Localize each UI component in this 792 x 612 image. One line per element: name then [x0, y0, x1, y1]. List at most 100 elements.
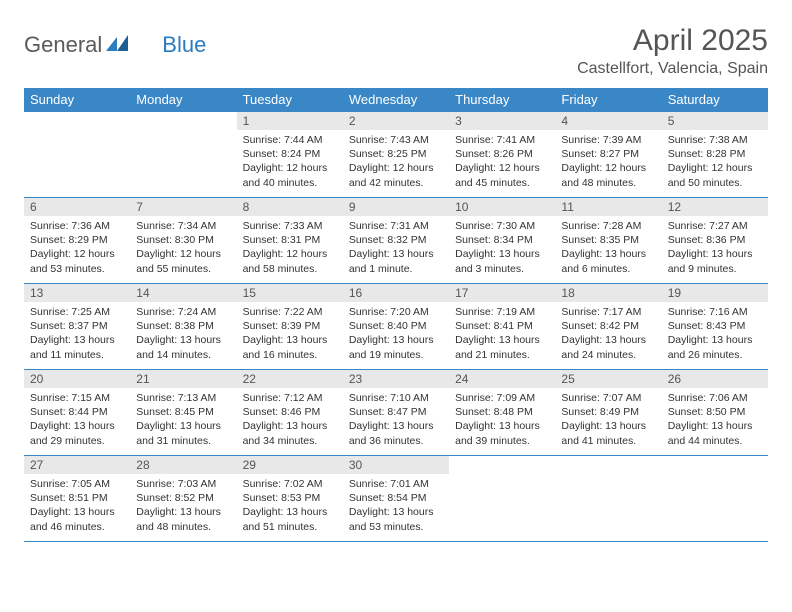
- day-cell: 14Sunrise: 7:24 AMSunset: 8:38 PMDayligh…: [130, 284, 236, 370]
- day-line: Sunset: 8:37 PM: [30, 319, 124, 333]
- day-cell: 11Sunrise: 7:28 AMSunset: 8:35 PMDayligh…: [555, 198, 661, 284]
- day-number: 13: [24, 284, 130, 302]
- day-details: Sunrise: 7:28 AMSunset: 8:35 PMDaylight:…: [555, 216, 661, 280]
- day-line: Sunset: 8:25 PM: [349, 147, 443, 161]
- day-cell: 24Sunrise: 7:09 AMSunset: 8:48 PMDayligh…: [449, 370, 555, 456]
- day-line: Sunrise: 7:06 AM: [668, 391, 762, 405]
- logo-mark-icon: [106, 35, 128, 56]
- day-number: 9: [343, 198, 449, 216]
- dow-row: Sunday Monday Tuesday Wednesday Thursday…: [24, 88, 768, 112]
- day-cell: [449, 456, 555, 542]
- day-line: Sunset: 8:39 PM: [243, 319, 337, 333]
- week-row: 27Sunrise: 7:05 AMSunset: 8:51 PMDayligh…: [24, 456, 768, 542]
- day-line: Sunset: 8:47 PM: [349, 405, 443, 419]
- day-cell: 1Sunrise: 7:44 AMSunset: 8:24 PMDaylight…: [237, 112, 343, 198]
- week-row: 20Sunrise: 7:15 AMSunset: 8:44 PMDayligh…: [24, 370, 768, 456]
- day-line: and 53 minutes.: [30, 262, 124, 276]
- day-line: Sunset: 8:54 PM: [349, 491, 443, 505]
- day-details: Sunrise: 7:13 AMSunset: 8:45 PMDaylight:…: [130, 388, 236, 452]
- calendar-table: Sunday Monday Tuesday Wednesday Thursday…: [24, 88, 768, 542]
- day-number: 28: [130, 456, 236, 474]
- day-line: and 36 minutes.: [349, 434, 443, 448]
- day-line: Sunrise: 7:01 AM: [349, 477, 443, 491]
- day-line: and 53 minutes.: [349, 520, 443, 534]
- day-line: Sunrise: 7:09 AM: [455, 391, 549, 405]
- day-details: Sunrise: 7:30 AMSunset: 8:34 PMDaylight:…: [449, 216, 555, 280]
- day-line: Daylight: 13 hours: [668, 333, 762, 347]
- day-line: Sunset: 8:45 PM: [136, 405, 230, 419]
- dow-tuesday: Tuesday: [237, 88, 343, 112]
- day-cell: 12Sunrise: 7:27 AMSunset: 8:36 PMDayligh…: [662, 198, 768, 284]
- day-details: Sunrise: 7:22 AMSunset: 8:39 PMDaylight:…: [237, 302, 343, 366]
- day-line: and 58 minutes.: [243, 262, 337, 276]
- day-cell: 8Sunrise: 7:33 AMSunset: 8:31 PMDaylight…: [237, 198, 343, 284]
- day-details: Sunrise: 7:24 AMSunset: 8:38 PMDaylight:…: [130, 302, 236, 366]
- day-number: 30: [343, 456, 449, 474]
- day-line: Daylight: 13 hours: [349, 247, 443, 261]
- day-cell: 6Sunrise: 7:36 AMSunset: 8:29 PMDaylight…: [24, 198, 130, 284]
- day-details: Sunrise: 7:31 AMSunset: 8:32 PMDaylight:…: [343, 216, 449, 280]
- day-line: Sunrise: 7:03 AM: [136, 477, 230, 491]
- day-details: Sunrise: 7:16 AMSunset: 8:43 PMDaylight:…: [662, 302, 768, 366]
- day-details: Sunrise: 7:39 AMSunset: 8:27 PMDaylight:…: [555, 130, 661, 194]
- dow-sunday: Sunday: [24, 88, 130, 112]
- day-line: and 34 minutes.: [243, 434, 337, 448]
- day-line: Daylight: 12 hours: [243, 247, 337, 261]
- day-line: Daylight: 13 hours: [136, 419, 230, 433]
- day-details: Sunrise: 7:03 AMSunset: 8:52 PMDaylight:…: [130, 474, 236, 538]
- day-line: and 21 minutes.: [455, 348, 549, 362]
- location-text: Castellfort, Valencia, Spain: [577, 60, 768, 78]
- day-line: Sunrise: 7:31 AM: [349, 219, 443, 233]
- day-line: and 6 minutes.: [561, 262, 655, 276]
- day-cell: 19Sunrise: 7:16 AMSunset: 8:43 PMDayligh…: [662, 284, 768, 370]
- day-line: Sunset: 8:31 PM: [243, 233, 337, 247]
- day-cell: [662, 456, 768, 542]
- day-line: Sunrise: 7:30 AM: [455, 219, 549, 233]
- day-cell: [555, 456, 661, 542]
- day-line: Daylight: 13 hours: [136, 333, 230, 347]
- day-number: 18: [555, 284, 661, 302]
- dow-monday: Monday: [130, 88, 236, 112]
- day-line: Sunset: 8:41 PM: [455, 319, 549, 333]
- day-line: Sunset: 8:42 PM: [561, 319, 655, 333]
- day-line: Daylight: 12 hours: [561, 161, 655, 175]
- day-line: Daylight: 13 hours: [561, 247, 655, 261]
- calendar-body: 1Sunrise: 7:44 AMSunset: 8:24 PMDaylight…: [24, 112, 768, 542]
- header: General Blue April 2025 Castellfort, Val…: [24, 24, 768, 78]
- day-line: and 46 minutes.: [30, 520, 124, 534]
- day-line: and 26 minutes.: [668, 348, 762, 362]
- day-line: Sunset: 8:40 PM: [349, 319, 443, 333]
- day-details: Sunrise: 7:17 AMSunset: 8:42 PMDaylight:…: [555, 302, 661, 366]
- day-cell: 5Sunrise: 7:38 AMSunset: 8:28 PMDaylight…: [662, 112, 768, 198]
- day-line: Daylight: 12 hours: [30, 247, 124, 261]
- day-cell: 20Sunrise: 7:15 AMSunset: 8:44 PMDayligh…: [24, 370, 130, 456]
- day-line: and 24 minutes.: [561, 348, 655, 362]
- day-details: Sunrise: 7:41 AMSunset: 8:26 PMDaylight:…: [449, 130, 555, 194]
- day-line: and 29 minutes.: [30, 434, 124, 448]
- day-line: Daylight: 13 hours: [349, 419, 443, 433]
- day-line: Sunset: 8:30 PM: [136, 233, 230, 247]
- day-line: Sunset: 8:48 PM: [455, 405, 549, 419]
- day-number: 5: [662, 112, 768, 130]
- day-line: Daylight: 13 hours: [668, 247, 762, 261]
- day-line: Sunset: 8:51 PM: [30, 491, 124, 505]
- day-details: Sunrise: 7:09 AMSunset: 8:48 PMDaylight:…: [449, 388, 555, 452]
- day-line: Sunrise: 7:22 AM: [243, 305, 337, 319]
- day-number: 1: [237, 112, 343, 130]
- day-cell: 4Sunrise: 7:39 AMSunset: 8:27 PMDaylight…: [555, 112, 661, 198]
- day-line: and 41 minutes.: [561, 434, 655, 448]
- day-line: and 19 minutes.: [349, 348, 443, 362]
- day-line: Daylight: 13 hours: [668, 419, 762, 433]
- day-line: Sunset: 8:38 PM: [136, 319, 230, 333]
- day-details: Sunrise: 7:44 AMSunset: 8:24 PMDaylight:…: [237, 130, 343, 194]
- day-details: Sunrise: 7:33 AMSunset: 8:31 PMDaylight:…: [237, 216, 343, 280]
- day-line: Sunset: 8:32 PM: [349, 233, 443, 247]
- day-line: Sunrise: 7:41 AM: [455, 133, 549, 147]
- day-line: Sunrise: 7:16 AM: [668, 305, 762, 319]
- day-number: 22: [237, 370, 343, 388]
- day-number: 19: [662, 284, 768, 302]
- day-line: Sunset: 8:43 PM: [668, 319, 762, 333]
- day-cell: 18Sunrise: 7:17 AMSunset: 8:42 PMDayligh…: [555, 284, 661, 370]
- day-details: Sunrise: 7:36 AMSunset: 8:29 PMDaylight:…: [24, 216, 130, 280]
- day-line: Sunset: 8:44 PM: [30, 405, 124, 419]
